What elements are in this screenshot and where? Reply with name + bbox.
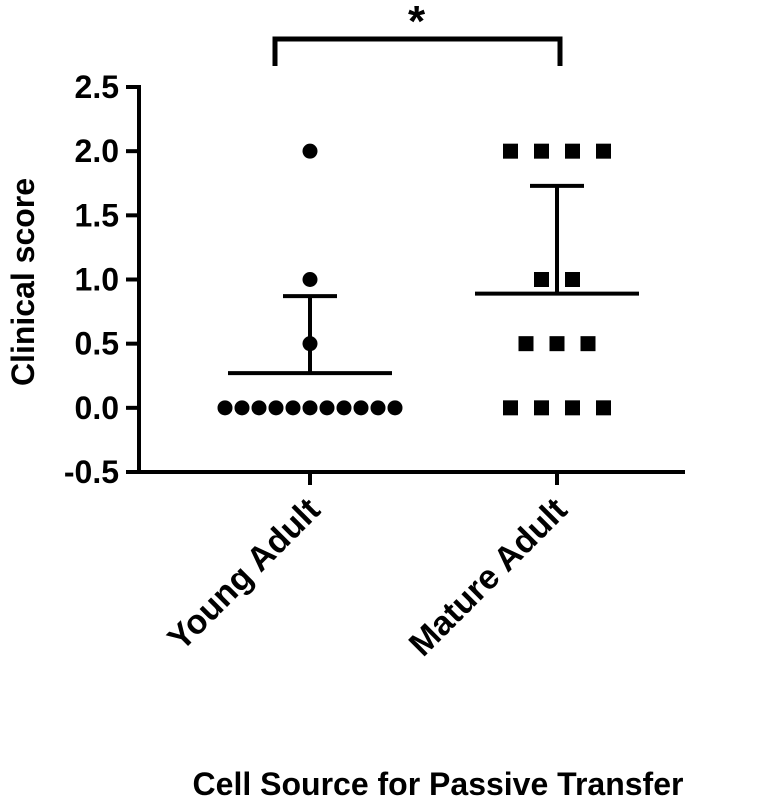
data-point-young-adult bbox=[302, 143, 318, 159]
y-tick-label: 0.0 bbox=[75, 390, 119, 426]
x-axis-title: Cell Source for Passive Transfer bbox=[193, 766, 684, 802]
data-point-mature-adult bbox=[565, 143, 580, 159]
significance-star: * bbox=[408, 0, 426, 46]
data-point-young-adult bbox=[370, 400, 386, 416]
category-label: Mature Adult bbox=[402, 491, 575, 664]
y-tick-label: 0.5 bbox=[75, 326, 119, 362]
data-point-mature-adult bbox=[503, 400, 518, 416]
data-point-young-adult bbox=[302, 400, 318, 416]
data-point-mature-adult bbox=[534, 143, 549, 159]
y-tick-label: 1.0 bbox=[75, 262, 119, 298]
significance-bracket: * bbox=[272, 0, 563, 66]
data-point-young-adult bbox=[302, 272, 318, 287]
significance-bracket-line bbox=[272, 36, 563, 66]
data-point-young-adult bbox=[217, 400, 233, 416]
y-tick-label: -0.5 bbox=[64, 454, 119, 490]
data-point-mature-adult bbox=[503, 143, 518, 159]
data-point-young-adult bbox=[319, 400, 335, 416]
y-ticks: 2.5 2.0 1.5 1.0 0.5 0.0 -0.5 bbox=[64, 69, 139, 490]
y-tick-label: 1.5 bbox=[75, 197, 119, 233]
data-point-young-adult bbox=[268, 400, 284, 416]
y-tick-label: 2.0 bbox=[75, 133, 119, 169]
data-point-mature-adult bbox=[518, 336, 534, 352]
y-tick-label: 2.5 bbox=[75, 69, 119, 105]
data-point-young-adult bbox=[234, 400, 250, 416]
data-point-mature-adult bbox=[565, 400, 580, 416]
category-label: Young Adult bbox=[161, 491, 328, 658]
category-labels: Young Adult Mature Adult bbox=[161, 491, 575, 664]
data-point-young-adult bbox=[387, 400, 403, 416]
data-point-young-adult bbox=[285, 400, 301, 416]
data-point-mature-adult bbox=[534, 272, 549, 287]
data-point-mature-adult bbox=[580, 336, 596, 352]
y-axis-title: Clinical score bbox=[5, 178, 41, 386]
data-point-mature-adult bbox=[565, 272, 580, 287]
data-point-young-adult bbox=[302, 336, 318, 352]
data-point-mature-adult bbox=[596, 143, 611, 159]
data-point-mature-adult bbox=[549, 336, 565, 352]
data-point-mature-adult bbox=[534, 400, 549, 416]
data-point-young-adult bbox=[336, 400, 352, 416]
error-bars bbox=[228, 183, 639, 376]
data-points bbox=[217, 143, 611, 416]
data-point-mature-adult bbox=[596, 400, 611, 416]
data-point-young-adult bbox=[353, 400, 369, 416]
data-point-young-adult bbox=[251, 400, 267, 416]
